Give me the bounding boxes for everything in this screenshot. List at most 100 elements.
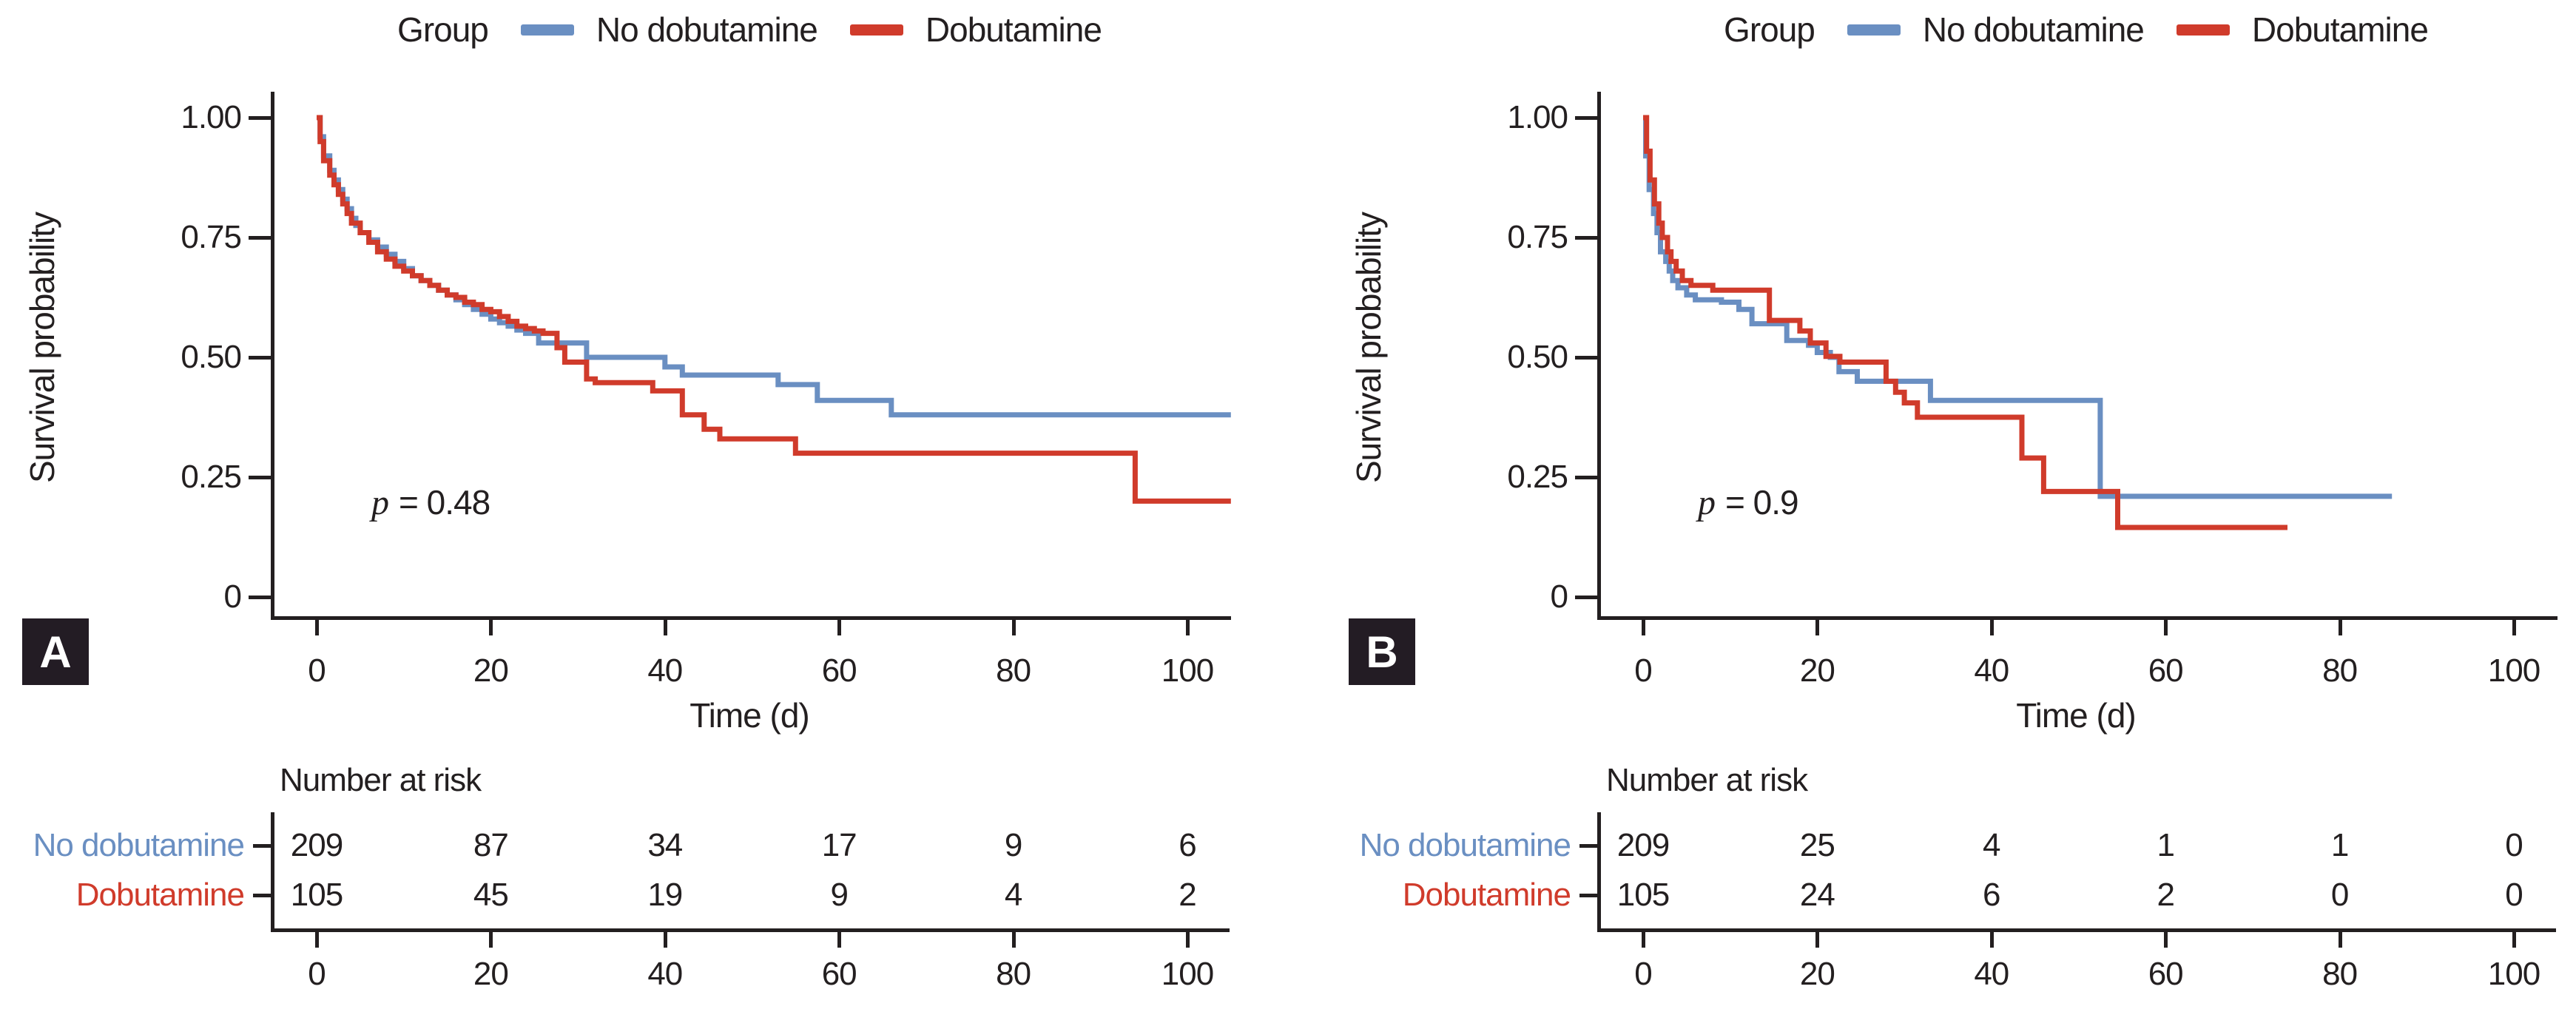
y-tick-label: 0 xyxy=(1550,578,1568,615)
risk-count: 6 xyxy=(1983,877,2000,913)
risk-count: 209 xyxy=(290,827,343,863)
legend: Group No dobutamine Dobutamine xyxy=(271,6,1228,53)
risk-x-axis-line xyxy=(1597,928,2556,932)
risk-count: 9 xyxy=(1004,827,1022,863)
p-value-annotation: p = 0.48 xyxy=(371,482,490,523)
x-tick-label: 60 xyxy=(821,652,857,689)
risk-x-tick-mark xyxy=(663,928,667,948)
panel-letter-badge: A xyxy=(22,618,89,685)
y-tick-label: 0 xyxy=(223,578,242,615)
risk-count: 105 xyxy=(1616,877,1670,913)
y-tick-mark xyxy=(249,236,271,240)
risk-count: 0 xyxy=(2330,877,2349,913)
risk-count: 2 xyxy=(1179,877,1196,913)
panel-letter-badge: B xyxy=(1349,618,1415,685)
panel-B: Group No dobutamine Dobutamine Survival … xyxy=(1326,0,2576,1012)
p-value-text: = 0.48 xyxy=(399,483,490,522)
risk-x-tick-mark xyxy=(1642,928,1645,948)
p-value-annotation: p = 0.9 xyxy=(1698,482,1799,523)
x-tick-label: 100 xyxy=(1161,652,1214,689)
x-tick-label: 40 xyxy=(1974,652,2009,689)
risk-count: 105 xyxy=(290,877,343,913)
risk-x-tick-label: 20 xyxy=(473,956,509,992)
risk-count: 34 xyxy=(647,827,683,863)
y-tick-mark xyxy=(1575,476,1597,479)
legend-label-dobutamine: Dobutamine xyxy=(2251,10,2429,49)
x-tick-label: 80 xyxy=(996,652,1031,689)
risk-x-tick-mark xyxy=(315,928,319,948)
risk-x-tick-mark xyxy=(2512,928,2516,948)
risk-count: 209 xyxy=(1616,827,1670,863)
p-symbol: p xyxy=(1698,483,1716,522)
legend-line-swatch-red xyxy=(849,24,903,36)
x-axis-line xyxy=(1597,616,2558,620)
risk-x-tick-label: 60 xyxy=(2148,956,2184,992)
risk-count: 2 xyxy=(2157,877,2174,913)
x-tick-mark xyxy=(837,616,842,635)
risk-count: 87 xyxy=(473,827,509,863)
risk-table-axis-line xyxy=(271,812,274,932)
x-axis-line xyxy=(271,616,1231,620)
x-tick-mark xyxy=(2164,616,2168,635)
km-curve-dobutamine xyxy=(1643,115,2287,530)
legend-label-dobutamine: Dobutamine xyxy=(925,10,1102,49)
risk-x-tick-mark xyxy=(1815,928,1820,948)
risk-x-tick-label: 40 xyxy=(647,956,683,992)
risk-row-label-no-dobutamine: No dobutamine xyxy=(33,827,245,863)
y-tick-label: 0.25 xyxy=(181,459,242,495)
risk-x-axis-line xyxy=(271,928,1230,932)
y-tick-mark xyxy=(249,356,271,360)
km-curve-no-dobutamine xyxy=(1643,115,2393,499)
risk-x-tick-mark xyxy=(489,928,493,948)
legend-item-no-dobutamine: No dobutamine xyxy=(1847,10,2145,50)
y-tick-label: 0.50 xyxy=(1507,339,1568,375)
risk-x-tick-label: 40 xyxy=(1974,956,2009,992)
risk-x-tick-mark xyxy=(2164,928,2168,948)
risk-row-label-dobutamine: Dobutamine xyxy=(75,877,245,913)
risk-x-tick-label: 100 xyxy=(1161,956,1214,992)
x-tick-label: 80 xyxy=(2322,652,2358,689)
x-tick-label: 40 xyxy=(647,652,683,689)
risk-x-tick-mark xyxy=(1989,928,1994,948)
number-at-risk-title: Number at risk xyxy=(1606,762,1808,798)
x-tick-mark xyxy=(1815,616,1820,635)
x-tick-mark xyxy=(1011,616,1016,635)
legend-title: Group xyxy=(1724,10,1815,49)
y-tick-mark xyxy=(1575,116,1597,120)
x-tick-mark xyxy=(2512,616,2516,635)
x-tick-label: 60 xyxy=(2148,652,2184,689)
risk-row-tick-mark xyxy=(253,844,272,848)
legend-label-no-dobutamine: No dobutamine xyxy=(1922,10,2145,49)
risk-row-tick-mark xyxy=(253,894,272,897)
risk-count: 1 xyxy=(2157,827,2174,863)
risk-x-tick-mark xyxy=(1186,928,1190,948)
y-axis-line xyxy=(1597,92,1601,620)
y-axis-line xyxy=(271,92,274,620)
km-curves xyxy=(317,115,1231,504)
x-tick-label: 0 xyxy=(308,652,326,689)
y-tick-label: 1.00 xyxy=(1507,99,1568,135)
legend: Group No dobutamine Dobutamine xyxy=(1597,6,2555,53)
y-tick-label: 0.50 xyxy=(181,339,242,375)
legend-line-swatch-blue xyxy=(1847,24,1901,36)
y-tick-mark xyxy=(1575,596,1597,599)
risk-count: 4 xyxy=(1983,827,2000,863)
y-tick-label: 0.75 xyxy=(1507,219,1568,255)
km-curve-dobutamine xyxy=(317,115,1231,504)
risk-count: 45 xyxy=(473,877,509,913)
p-value-text: = 0.9 xyxy=(1725,483,1799,522)
risk-row-label-no-dobutamine: No dobutamine xyxy=(1359,827,1571,863)
legend-item-no-dobutamine: No dobutamine xyxy=(520,10,818,50)
risk-count: 24 xyxy=(1799,877,1835,913)
risk-count: 0 xyxy=(2505,877,2523,913)
panel-A: Group No dobutamine Dobutamine Survival … xyxy=(22,6,1231,992)
x-tick-label: 0 xyxy=(1634,652,1652,689)
legend-line-swatch-red xyxy=(2176,24,2230,36)
y-tick-mark xyxy=(249,476,271,479)
legend-label-no-dobutamine: No dobutamine xyxy=(596,10,818,49)
risk-count: 9 xyxy=(830,877,848,913)
x-tick-label: 20 xyxy=(473,652,509,689)
p-symbol: p xyxy=(371,483,389,522)
y-tick-label: 0.25 xyxy=(1507,459,1568,495)
legend-title: Group xyxy=(397,10,489,49)
